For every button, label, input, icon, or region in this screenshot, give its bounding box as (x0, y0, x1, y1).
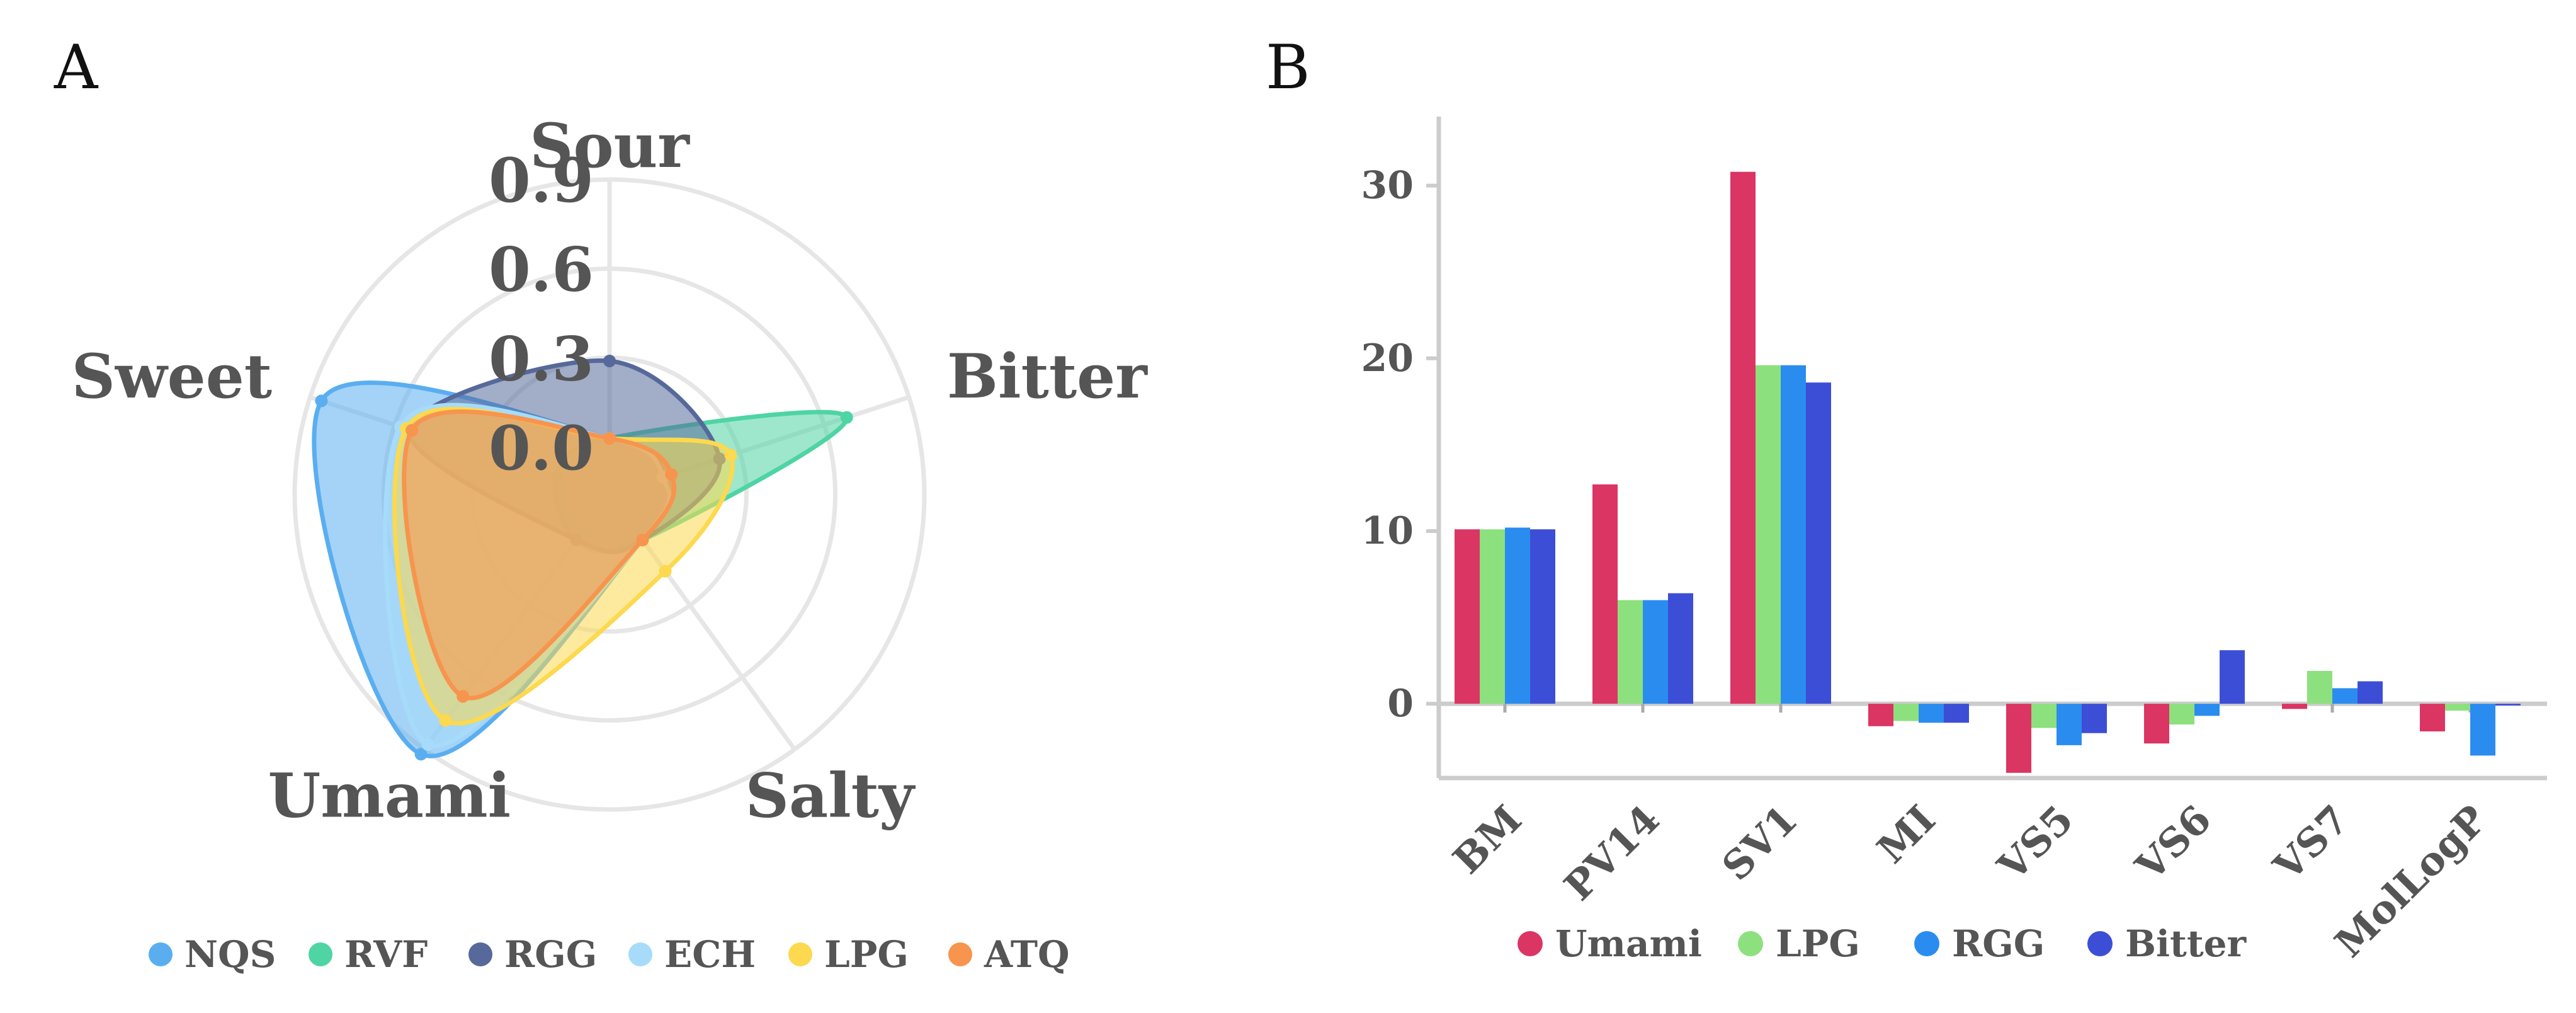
bar-rgg-vs7 (2332, 688, 2358, 704)
bar-legend: Umami LPG RGG Bitter (1518, 922, 2247, 965)
bar-lpg-sv1 (1756, 365, 1781, 704)
radar-axis-sour: Sour (530, 110, 690, 181)
bar-rgg-bm (1505, 527, 1530, 704)
radar-tick-3: 0.0 (489, 413, 594, 484)
bar-legend-marker-lpg (1738, 931, 1763, 956)
bar-rgg-vs5 (2057, 704, 2082, 745)
bar-category-label-vs7: VS7 (2264, 796, 2358, 890)
bar-bitter-sv1 (1806, 382, 1831, 704)
radar-point-atq-salty (636, 534, 649, 547)
bar-lpg-mollogp (2445, 704, 2470, 711)
bar-ytick-label-2: 10 (1361, 509, 1414, 553)
bar-category-label-sv1: SV1 (1713, 796, 1807, 890)
bar-bitter-pv14 (1668, 593, 1693, 704)
radar-point-lpg-umami (439, 714, 452, 727)
bar-legend-marker-bitter (2087, 931, 2113, 956)
bar-bitter-vs6 (2220, 650, 2245, 704)
bar-bitter-mollogp (2495, 704, 2521, 706)
radar-legend-label-rvf: RVF (344, 933, 428, 976)
bar-bitter-bm (1530, 529, 1555, 704)
bar-lpg-pv14 (1618, 600, 1643, 704)
radar-tick-labels: 0.9 0.6 0.3 0.0 (489, 145, 594, 484)
radar-point-rvf-bitter (840, 411, 853, 424)
bar-rgg-mi (1919, 704, 1944, 723)
radar-point-atq-sweet (406, 424, 419, 437)
radar-legend-label-rgg: RGG (504, 933, 597, 976)
radar-axis-names: Sour Bitter Salty Umami Sweet (72, 110, 1149, 831)
radar-legend-marker-rvf (309, 942, 332, 966)
radar-point-atq-bitter (665, 468, 678, 481)
radar-axis-salty: Salty (746, 760, 916, 831)
radar-legend-label-ech: ECH (664, 933, 756, 976)
panel-b-letter: B (1266, 32, 1310, 103)
radar-legend-marker-rgg (468, 942, 492, 966)
bar-marks (1455, 171, 2521, 773)
bar-umami-sv1 (1730, 171, 1756, 704)
bar-legend-label-umami: Umami (1555, 922, 1702, 965)
bar-category-label-bm: BM (1444, 796, 1530, 883)
radar-axis-sweet: Sweet (72, 341, 272, 412)
bar-legend-label-rgg: RGG (1952, 922, 2045, 965)
bar-lpg-bm (1480, 529, 1505, 704)
radar-point-lpg-bitter (724, 449, 737, 462)
bar-category-label-vs5: VS5 (1989, 796, 2082, 890)
bar-umami-mollogp (2420, 704, 2445, 731)
bar-lpg-mi (1893, 704, 1919, 721)
bar-lpg-vs7 (2307, 671, 2332, 704)
radar-legend-label-nqs: NQS (184, 933, 276, 976)
radar-legend-marker-nqs (149, 942, 173, 966)
radar-axis-bitter: Bitter (947, 341, 1148, 412)
bar-ytick-label-1: 20 (1361, 336, 1414, 381)
radar-point-nqs-sweet (315, 394, 328, 408)
bar-umami-vs6 (2144, 704, 2169, 744)
radar-legend-marker-lpg (788, 942, 812, 966)
radar-point-atq-umami (457, 690, 470, 703)
radar-series-group (312, 355, 853, 761)
bar-ytick-label-3: 0 (1387, 682, 1414, 726)
bar-bitter-vs7 (2358, 681, 2383, 704)
bar-category-label-mollogp: MolLogP (2326, 796, 2496, 966)
radar-point-atq-sour (603, 432, 616, 445)
bar-rgg-sv1 (1781, 365, 1806, 704)
bar-legend-marker-umami (1518, 931, 1543, 956)
bar-category-label-mi: MI (1868, 796, 1944, 873)
panel-a-letter: A (54, 32, 99, 103)
bar-category-label-pv14: PV14 (1555, 796, 1669, 910)
bar-legend-label-bitter: Bitter (2125, 922, 2247, 965)
radar-point-nqs-umami (414, 748, 428, 761)
bar-rgg-pv14 (1643, 600, 1668, 704)
radar-point-rgg-sour (603, 355, 616, 368)
bar-category-label-vs6: VS6 (2126, 796, 2220, 890)
bar-bitter-mi (1944, 704, 1969, 723)
bar-umami-bm (1455, 529, 1480, 704)
radar-legend: NQS RVF RGG ECH LPG ATQ (149, 933, 1070, 976)
radar-point-lpg-salty (659, 564, 672, 578)
radar-legend-marker-atq (948, 942, 972, 966)
radar-tick-1: 0.6 (489, 234, 594, 306)
bar-umami-vs7 (2282, 704, 2307, 709)
bar-legend-label-lpg: LPG (1776, 922, 1860, 965)
bar-rgg-mollogp (2470, 704, 2495, 756)
bar-lpg-vs5 (2031, 704, 2057, 728)
radar-point-ech-umami (421, 738, 434, 751)
radar-legend-label-atq: ATQ (984, 933, 1070, 976)
radar-tick-2: 0.3 (489, 323, 594, 394)
radar-chart: 0.9 0.6 0.3 0.0 Sour Bitter Salty Umami Sweet N… (72, 110, 1149, 976)
bar-umami-vs5 (2006, 704, 2031, 773)
radar-legend-marker-ech (628, 942, 652, 966)
bar-lpg-vs6 (2169, 704, 2194, 725)
radar-axis-umami: Umami (268, 760, 511, 831)
bar-legend-marker-rgg (1914, 931, 1939, 956)
bar-umami-pv14 (1592, 484, 1618, 704)
bar-rgg-vs6 (2194, 704, 2220, 716)
bar-ytick-label-0: 30 (1361, 164, 1414, 208)
bar-bitter-vs5 (2082, 704, 2107, 733)
radar-tick-0: 0.9 (489, 145, 594, 216)
radar-legend-label-lpg: LPG (824, 933, 909, 976)
bar-umami-mi (1868, 704, 1893, 726)
